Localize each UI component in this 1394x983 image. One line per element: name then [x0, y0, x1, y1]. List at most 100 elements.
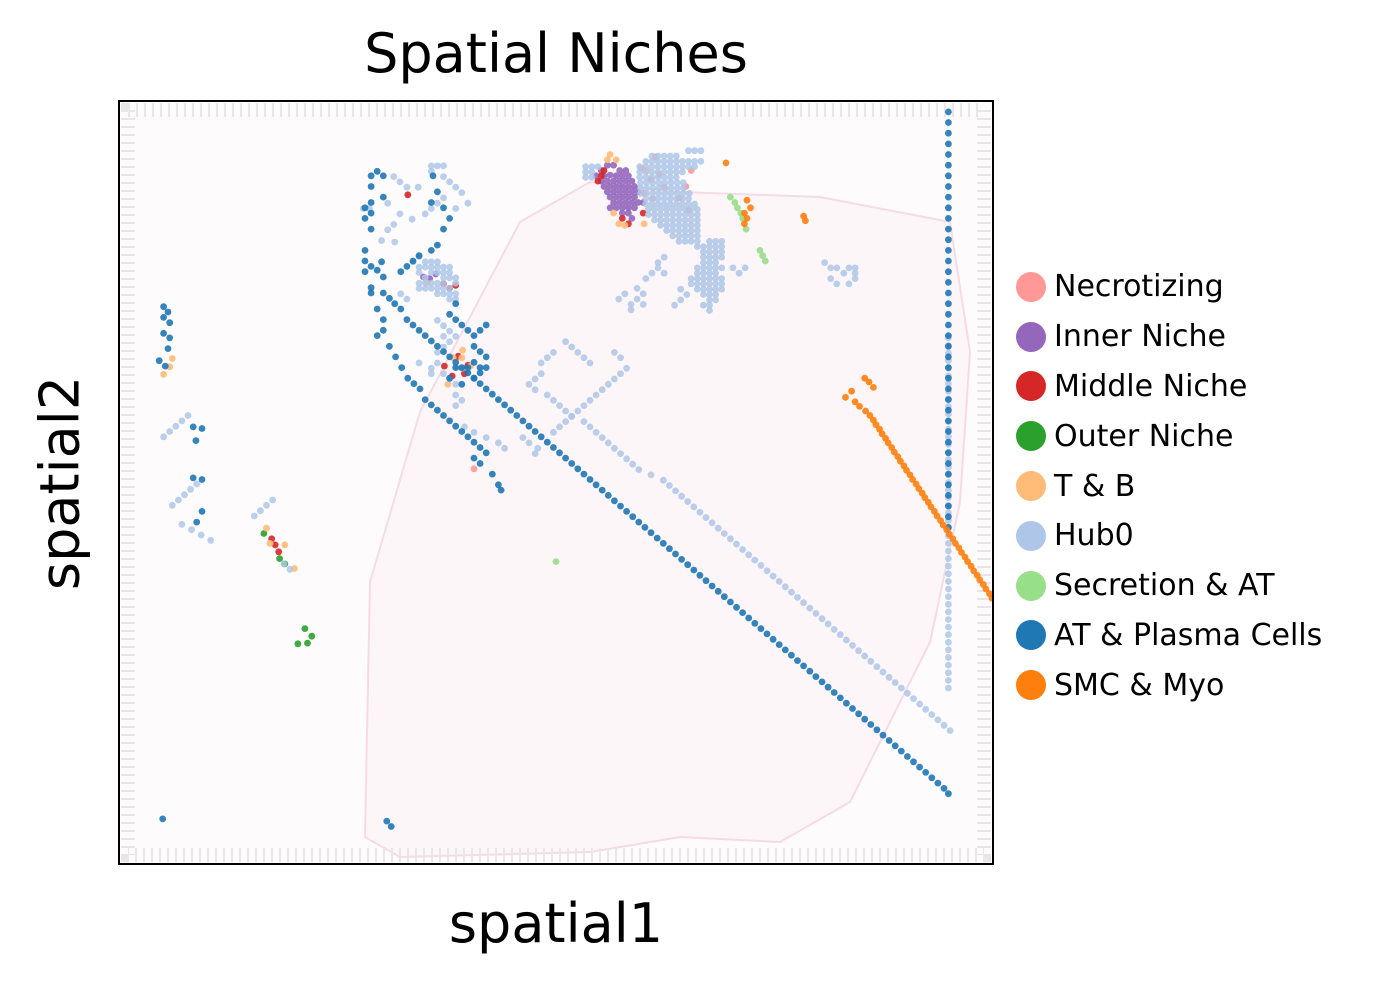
legend-swatch: [1016, 471, 1046, 502]
data-point: [693, 285, 701, 293]
data-point: [458, 380, 466, 388]
data-point: [945, 608, 952, 616]
data-point: [647, 471, 655, 479]
data-point: [945, 225, 952, 233]
data-point: [945, 661, 952, 669]
data-point: [188, 526, 195, 534]
data-point: [691, 147, 698, 155]
data-point: [628, 188, 636, 196]
data-point: [802, 217, 809, 225]
data-point: [403, 295, 411, 303]
data-point: [666, 173, 674, 181]
data-point: [198, 425, 206, 432]
data-point: [434, 263, 441, 271]
data-point: [604, 492, 612, 499]
data-point: [440, 263, 447, 271]
data-point: [592, 391, 600, 399]
data-point: [673, 184, 681, 192]
data-point: [945, 342, 952, 350]
legend-label: AT & Plasma Cells: [1054, 617, 1323, 653]
data-point: [672, 195, 680, 202]
data-point: [470, 465, 478, 473]
data-point: [476, 460, 484, 467]
data-point: [476, 444, 484, 451]
data-point: [397, 268, 405, 276]
data-point: [884, 439, 892, 447]
data-point: [666, 482, 673, 489]
data-point: [655, 179, 663, 187]
data-point: [649, 189, 657, 197]
data-point: [693, 264, 701, 272]
data-point: [696, 508, 704, 516]
data-point: [634, 199, 642, 206]
data-point: [452, 380, 460, 388]
data-point: [458, 321, 466, 329]
data-point: [618, 183, 626, 190]
data-point: [743, 215, 751, 222]
data-point: [867, 721, 875, 728]
data-point: [675, 205, 683, 213]
data-point: [470, 358, 478, 366]
data-point: [367, 225, 375, 233]
data-point: [945, 396, 952, 403]
data-point: [648, 195, 656, 202]
data-point: [718, 285, 726, 293]
data-point: [446, 295, 453, 303]
data-point: [260, 530, 268, 537]
data-point: [800, 662, 807, 670]
data-point: [616, 199, 624, 206]
data-point: [843, 699, 850, 707]
data-point: [657, 211, 664, 218]
data-point: [845, 264, 853, 272]
data-point: [645, 211, 652, 218]
data-point: [897, 684, 905, 692]
data-point: [679, 163, 686, 171]
data-point: [361, 268, 369, 276]
data-point: [928, 774, 936, 782]
data-point: [945, 623, 952, 631]
data-point: [446, 285, 453, 292]
data-point: [693, 216, 701, 224]
data-point: [693, 221, 701, 229]
data-point: [836, 694, 844, 702]
data-point: [507, 406, 515, 414]
data-point: [367, 172, 375, 180]
data-point: [631, 193, 638, 201]
data-point: [934, 716, 942, 724]
data-point: [642, 200, 650, 208]
plot-area: [118, 100, 994, 865]
data-point: [550, 396, 557, 404]
data-point: [611, 497, 618, 505]
data-point: [685, 195, 692, 202]
data-point: [677, 285, 685, 293]
data-point: [622, 188, 630, 196]
data-point: [604, 380, 612, 388]
data-point: [693, 269, 701, 277]
data-point: [622, 199, 630, 206]
data-point: [604, 188, 611, 196]
data-point: [751, 619, 759, 627]
data-point: [631, 183, 638, 190]
data-point: [427, 247, 435, 254]
data-point: [663, 211, 671, 218]
data-point: [627, 301, 635, 308]
data-point: [945, 321, 952, 329]
data-point: [637, 184, 644, 192]
data-point: [440, 274, 447, 282]
data-point: [702, 514, 710, 521]
data-point: [706, 259, 713, 266]
data-point: [633, 295, 641, 303]
data-point: [440, 285, 447, 292]
series-outer-niche: [260, 530, 316, 648]
data-point: [666, 158, 674, 165]
data-point: [836, 631, 844, 639]
data-point: [945, 790, 952, 798]
data-point: [160, 314, 167, 321]
data-point: [396, 178, 404, 186]
data-point: [945, 502, 952, 510]
data-point: [693, 205, 701, 213]
data-point: [982, 585, 990, 593]
data-point: [440, 162, 447, 170]
data-point: [415, 263, 423, 271]
data-point: [556, 449, 563, 457]
